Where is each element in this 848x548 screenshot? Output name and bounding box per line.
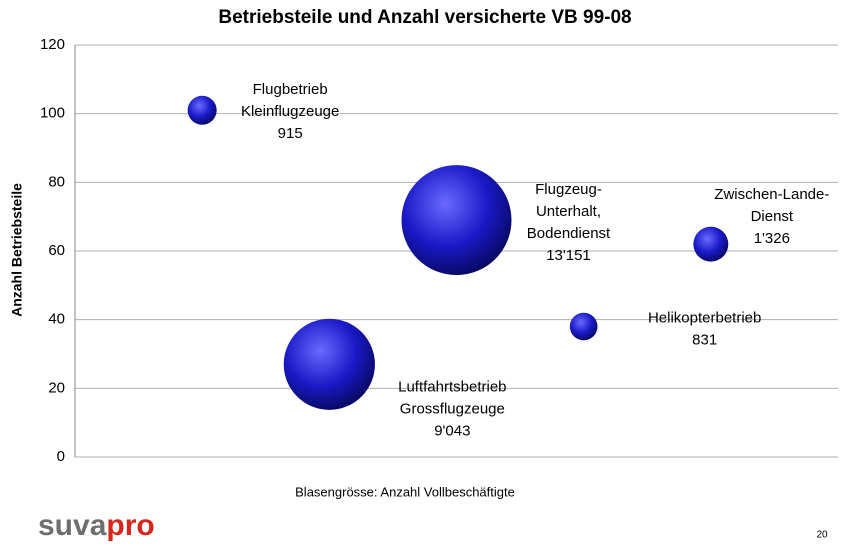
bubble (569, 312, 598, 341)
logo-part: pro (106, 509, 154, 542)
bubble (693, 226, 729, 262)
logo-part: suva (38, 509, 107, 542)
logo: suvapro (38, 509, 155, 542)
y-tick-label: 100 (40, 105, 65, 122)
y-tick-label: 20 (48, 379, 65, 396)
bubble-label: Unterhalt, (536, 203, 601, 220)
y-tick-label: 120 (40, 36, 65, 53)
size-label: 831 (692, 332, 717, 349)
page-number: 20 (816, 530, 828, 541)
size-label: 1'326 (754, 230, 790, 247)
size-label: 9'043 (434, 422, 470, 439)
bubble-label: Bodendienst (527, 225, 611, 242)
y-axis-label: Anzahl Betriebsteile (9, 183, 25, 317)
y-tick-label: 80 (48, 173, 65, 190)
bubble-label: Zwischen-Lande- (714, 186, 829, 203)
size-label: 13'151 (546, 247, 591, 264)
footnote: Blasengrösse: Anzahl Vollbeschäftigte (295, 484, 515, 499)
y-tick-label: 60 (48, 242, 65, 259)
bubble (401, 165, 512, 276)
bubble-label: Grossflugzeuge (400, 400, 505, 417)
bubble-label: Kleinflugzeuge (241, 103, 339, 120)
bubble-label: Flugzeug- (535, 181, 602, 198)
chart-title: Betriebsteile und Anzahl versicherte VB … (218, 7, 631, 28)
bubble (187, 95, 217, 125)
bubble-label: Flugbetrieb (253, 81, 328, 98)
bubble-label: Helikopterbetrieb (648, 310, 761, 327)
y-tick-label: 0 (57, 448, 65, 465)
bubble (283, 318, 375, 410)
bubble-label: Luftfahrtsbetrieb (398, 378, 506, 395)
y-tick-label: 40 (48, 311, 65, 328)
bubble-label: Dienst (751, 208, 794, 225)
size-label: 915 (278, 125, 303, 142)
